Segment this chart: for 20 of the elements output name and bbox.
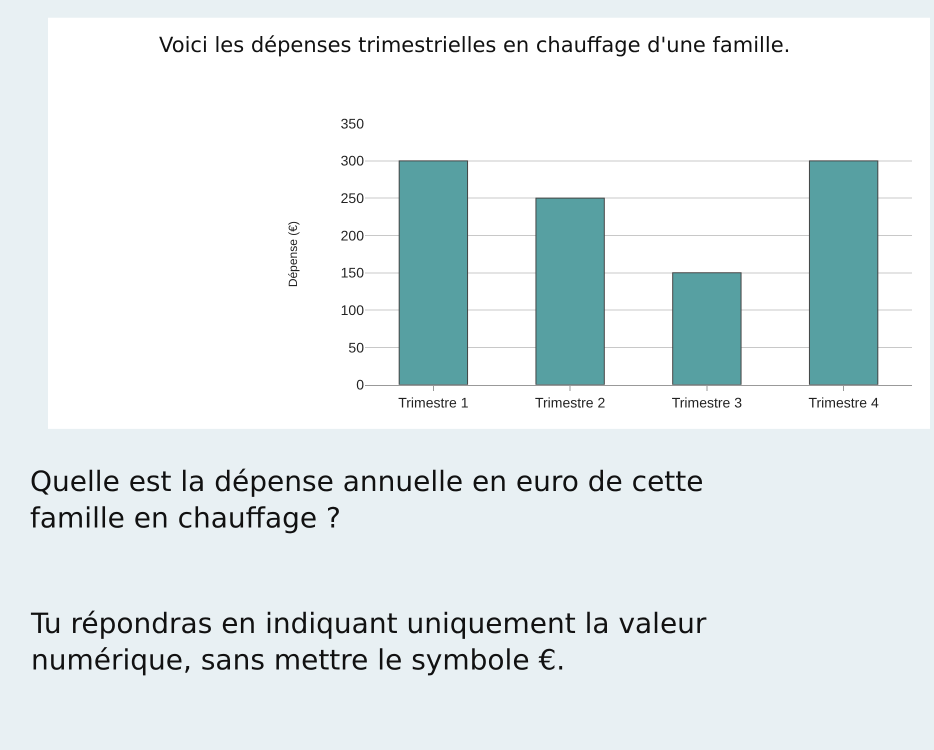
- text: Tu répondras en indiquant uniquement la valeur numérique, sans mettre le symbole €.: [30, 607, 707, 676]
- y-tick-label: 100: [340, 302, 364, 318]
- bar: [672, 272, 742, 385]
- y-axis-title: Dépense (€): [286, 221, 300, 288]
- y-tick-label: 250: [340, 190, 364, 206]
- bar: [398, 160, 468, 385]
- y-tick-label: 50: [348, 339, 364, 356]
- y-tick-label: 300: [340, 152, 364, 169]
- x-tick-label: Trimestre 3: [672, 394, 742, 411]
- bar: [808, 160, 878, 385]
- y-tick-label: 200: [340, 227, 364, 244]
- chart-title: Voici les dépenses trimestrielles en chauffage d'une famille.: [159, 33, 790, 57]
- x-tick-label: Trimestre 2: [534, 394, 606, 411]
- y-tick-label: 150: [340, 264, 364, 281]
- bar: [535, 198, 605, 385]
- y-tick-label: 0: [356, 376, 364, 393]
- x-tick-label: Trimestre 4: [808, 394, 879, 411]
- source-note: Quelle est la dépense annuelle en euro de cette famille en chauffage ?: [30, 465, 704, 534]
- y-tick-label: 350: [340, 115, 364, 132]
- x-tick-label: Trimestre 1: [398, 394, 469, 411]
